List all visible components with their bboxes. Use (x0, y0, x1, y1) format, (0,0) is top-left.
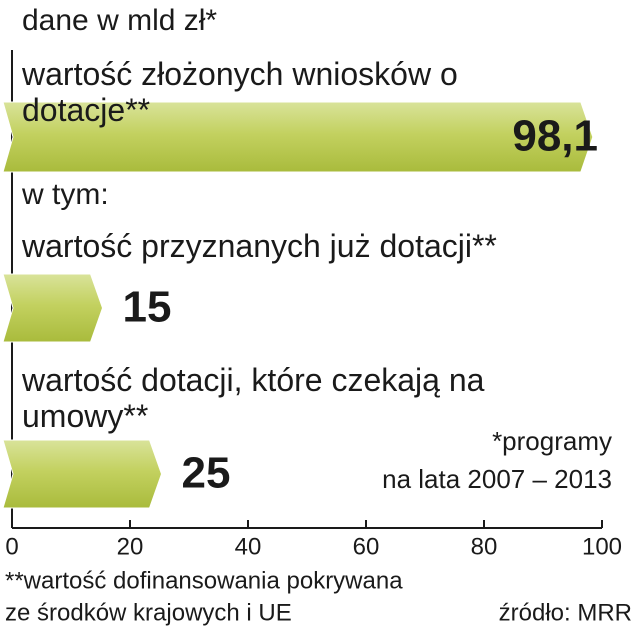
note: *programy (492, 426, 612, 456)
footnote: ze środków krajowych i UE (5, 599, 292, 626)
source: źródło: MRR (499, 599, 632, 626)
value-label: 25 (182, 449, 231, 498)
value-label: 15 (123, 283, 172, 332)
bar (2, 273, 104, 343)
bar (2, 439, 163, 509)
x-tick-label: 0 (5, 533, 18, 560)
x-tick-label: 20 (117, 533, 144, 560)
x-tick-label: 40 (235, 533, 262, 560)
category-label: wartość dotacji, które czekają na umowy*… (22, 362, 485, 434)
unit-label: dane w mld zł* (22, 4, 217, 37)
value-label: 98,1 (512, 112, 598, 161)
category-label: wartość przyznanych już dotacji** (22, 228, 497, 264)
category-label: wartość złożonych wniosków o dotacje** (22, 56, 458, 128)
subset-label: w tym: (21, 178, 109, 211)
footnote: **wartość dofinansowania pokrywana (5, 567, 403, 594)
x-tick-label: 100 (582, 533, 622, 560)
x-tick-label: 80 (471, 533, 498, 560)
x-tick-label: 60 (353, 533, 380, 560)
note: na lata 2007 – 2013 (382, 464, 612, 494)
bar (2, 101, 594, 173)
